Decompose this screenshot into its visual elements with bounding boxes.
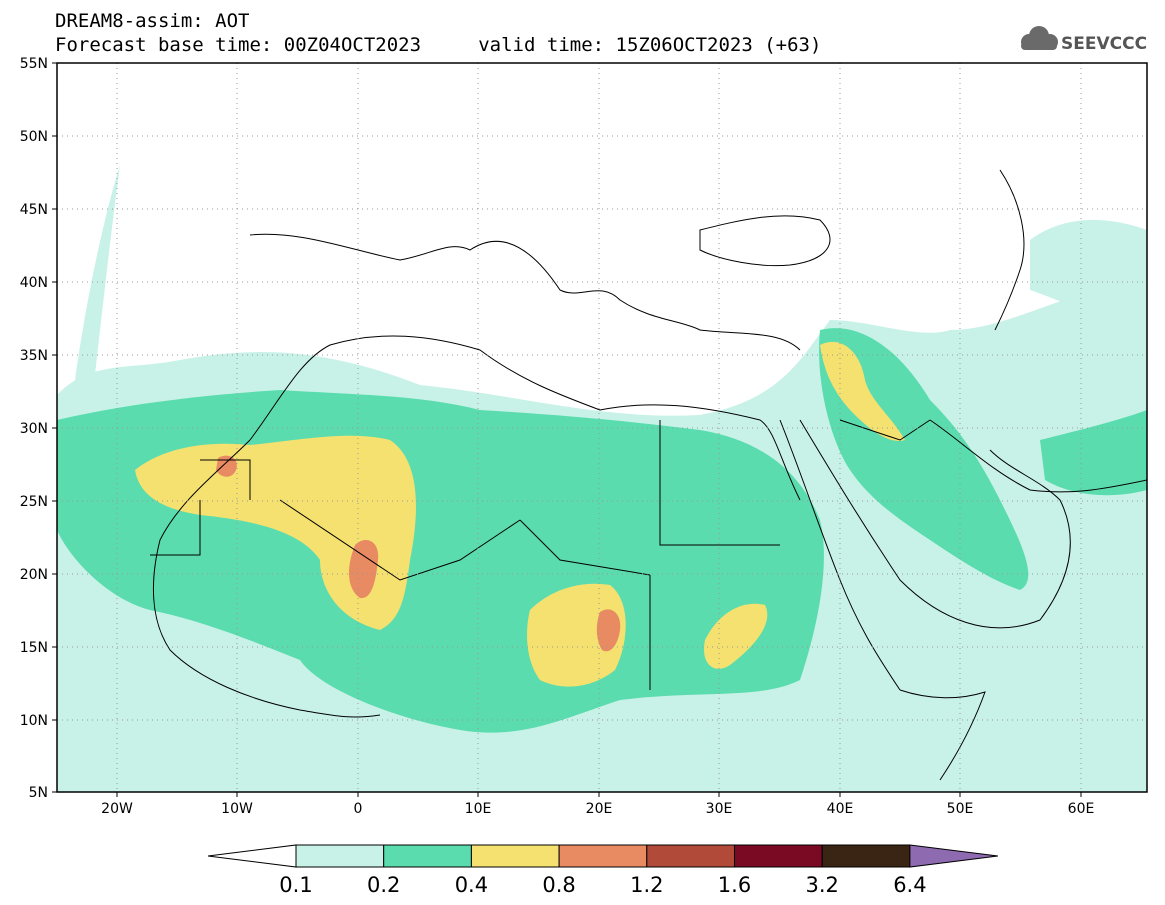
lat-labels: 55N 50N 45N 40N 35N 30N 25N 20N 15N 10N … [20,56,48,801]
colorbar-label: 1.2 [630,873,663,897]
lat-label: 5N [29,785,48,801]
colorbar-low-arrow [208,845,296,867]
lon-label: 10W [221,801,253,817]
lat-label: 45N [20,202,48,218]
colorbar-label: 0.4 [455,873,488,897]
lat-label: 55N [20,56,48,72]
colorbar-label: 1.6 [718,873,751,897]
colorbar-high-arrow [910,845,998,867]
lon-label: 50E [947,801,974,817]
colorbar-segment [296,845,384,867]
lon-label: 40E [827,801,854,817]
colorbar-segment [471,845,559,867]
lat-label: 35N [20,348,48,364]
lon-label: 20W [101,801,133,817]
coast-europe [250,234,800,350]
colorbar-label: 0.8 [542,873,575,897]
colorbar-label: 0.1 [279,873,312,897]
colorbar-label: 6.4 [893,873,926,897]
lat-label: 40N [20,275,48,291]
lon-label: 60E [1068,801,1095,817]
lat-label: 15N [20,640,48,656]
colorbar-segment [735,845,823,867]
lon-label: 20E [586,801,613,817]
lat-label: 30N [20,421,48,437]
colorbar-label: 3.2 [805,873,838,897]
lon-label: 10E [465,801,492,817]
lat-label: 10N [20,713,48,729]
colorbar-segment [384,845,472,867]
lat-label: 20N [20,567,48,583]
lat-label: 50N [20,129,48,145]
colorbar-segment [559,845,647,867]
colorbar-labels: 0.1 0.2 0.4 0.8 1.2 1.6 3.2 6.4 [279,873,926,897]
lon-label: 0 [354,801,363,817]
lat-label: 25N [20,494,48,510]
colorbar-segment [822,845,910,867]
colorbar-label: 0.2 [367,873,400,897]
coast-caspian [995,170,1024,330]
lon-label: 30E [706,801,733,817]
lon-labels: 20W 10W 0 10E 20E 30E 40E 50E 60E [101,801,1094,817]
aot-band-08c [216,456,237,477]
aot-fields [57,165,1147,792]
colorbar [208,845,998,867]
colorbar-segment [647,845,735,867]
